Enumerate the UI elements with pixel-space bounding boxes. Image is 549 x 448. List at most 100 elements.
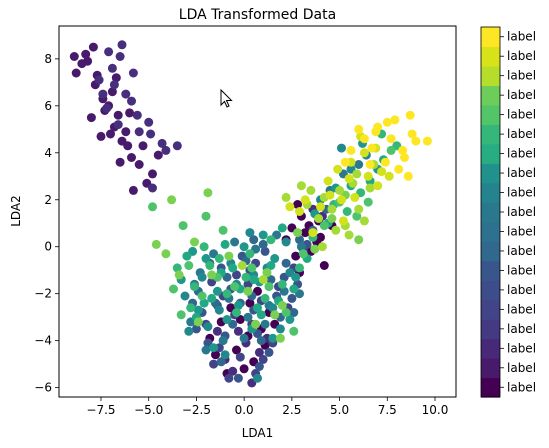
data-point-7-2 (214, 305, 224, 315)
data-point-0-7 (239, 364, 249, 374)
colorbar-label: label (507, 147, 536, 161)
data-point-2-24 (233, 326, 243, 336)
colorbar-label: label (507, 127, 536, 141)
data-point-10-3 (222, 289, 232, 299)
data-point-14-4 (377, 167, 387, 177)
y-tick-label: 4 (44, 146, 52, 160)
data-point-14-3 (363, 171, 373, 181)
data-point-1-23 (128, 185, 138, 195)
data-point-4-2 (233, 373, 243, 383)
colorbar-segment (481, 202, 500, 223)
data-point-13-18 (237, 261, 247, 270)
data-point-15-11 (394, 164, 404, 174)
colorbar-label: label (507, 166, 536, 180)
data-point-9-7 (207, 293, 217, 303)
data-point-9-9 (249, 275, 259, 285)
x-tick-label: 5.0 (330, 403, 349, 417)
data-point-8-10 (268, 333, 278, 343)
data-point-5-5 (281, 258, 291, 268)
data-point-11-6 (264, 282, 274, 292)
data-point-10-19 (232, 308, 241, 317)
colorbar-label: label (507, 244, 536, 258)
x-axis: −7.5 −5.0 −2.5 0.0 2.5 5.0 7.5 10.0 (86, 397, 448, 417)
data-point-8-6 (291, 272, 301, 282)
data-point-12-6 (262, 268, 272, 278)
data-point-14-5 (316, 202, 325, 212)
colorbar-label: label (507, 69, 536, 83)
data-point-13-8 (306, 185, 316, 195)
data-point-9-16 (277, 223, 287, 233)
y-tick-label: 2 (44, 193, 52, 207)
data-point-12-3 (207, 270, 217, 280)
data-point-14-9 (373, 181, 383, 191)
data-point-7-17 (220, 350, 230, 360)
colorbar-label: label (507, 322, 536, 336)
y-tick-label: 0 (44, 240, 52, 254)
data-point-13-17 (296, 181, 306, 191)
data-point-11-4 (230, 282, 240, 292)
data-point-8-1 (193, 305, 203, 315)
data-point-2-5 (121, 89, 131, 99)
data-point-14-0 (323, 176, 333, 186)
colorbar-label: label (507, 49, 536, 63)
data-point-10-5 (260, 293, 270, 303)
data-point-6-5 (279, 286, 289, 296)
data-point-11-17 (289, 326, 299, 336)
x-axis-label: LDA1 (242, 426, 274, 440)
x-tick-label: −7.5 (86, 403, 115, 417)
data-point-9-18 (256, 310, 266, 320)
data-point-1-6 (69, 52, 79, 61)
data-point-10-14 (342, 207, 352, 216)
data-point-13-14 (352, 169, 362, 179)
x-tick-label: 0.0 (235, 403, 254, 417)
data-point-4-1 (254, 362, 264, 371)
data-point-11-2 (197, 291, 207, 301)
data-point-2-26 (212, 326, 222, 336)
data-point-9-19 (220, 239, 230, 249)
data-point-12-15 (354, 235, 364, 245)
data-point-11-14 (352, 211, 362, 221)
data-point-8-7 (201, 254, 211, 263)
data-point-10-6 (277, 279, 287, 289)
data-point-5-10 (295, 235, 304, 245)
y-tick-label: −2 (34, 287, 52, 301)
mouse-cursor-icon (220, 88, 233, 108)
data-point-11-11 (218, 225, 228, 235)
data-point-11-19 (148, 202, 157, 212)
data-point-2-4 (94, 75, 104, 85)
colorbar-segment (481, 338, 500, 359)
data-point-2-11 (109, 80, 119, 90)
data-point-3-6 (209, 359, 219, 369)
data-point-0-18 (293, 200, 303, 209)
colorbar-segment (481, 143, 500, 164)
data-point-13-4 (335, 185, 345, 195)
data-point-2-0 (104, 47, 114, 57)
data-point-1-24 (111, 73, 121, 83)
data-point-2-20 (228, 366, 238, 376)
data-point-4-3 (264, 347, 274, 357)
colorbar-segment (481, 104, 500, 125)
data-point-9-6 (289, 284, 299, 294)
data-point-11-10 (201, 211, 211, 221)
colorbar-label: label (507, 341, 536, 355)
colorbar-segment (481, 182, 500, 203)
data-point-4-14 (260, 246, 270, 256)
y-tick-label: 6 (44, 99, 52, 113)
data-point-14-8 (359, 148, 369, 158)
data-point-1-13 (134, 160, 144, 169)
data-point-15-15 (390, 115, 400, 125)
data-point-14-12 (338, 216, 348, 226)
data-point-15-12 (403, 171, 413, 181)
data-point-14-15 (384, 171, 394, 181)
colorbar-segment (481, 241, 500, 262)
data-point-8-15 (285, 315, 295, 324)
x-tick-label: 7.5 (378, 403, 397, 417)
data-point-7-11 (184, 326, 194, 336)
data-point-9-10 (266, 261, 276, 270)
colorbar-label: label (507, 88, 536, 102)
data-point-13-0 (314, 214, 324, 223)
y-tick-label: 8 (44, 52, 52, 66)
data-point-15-17 (340, 157, 350, 167)
data-point-11-16 (386, 145, 396, 155)
data-point-15-5 (411, 136, 421, 146)
